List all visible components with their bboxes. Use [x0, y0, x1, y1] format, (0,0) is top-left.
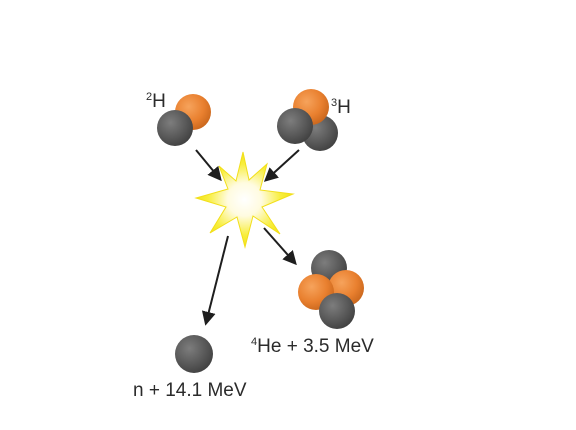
neutron-label: n + 14.1 MeV	[133, 380, 247, 401]
helium-energy: + 3.5 MeV	[281, 336, 374, 357]
helium-arrow	[263, 227, 297, 266]
deuterium-label: 2H	[146, 91, 166, 112]
tritium-label: 3H	[331, 97, 351, 118]
helium-nucleus	[298, 250, 364, 329]
deuterium-symbol: H	[152, 91, 166, 112]
free-neutron	[175, 335, 213, 373]
tritium-arrow	[263, 149, 300, 182]
deuterium-nucleus	[157, 94, 211, 146]
fusion-flash	[194, 151, 295, 249]
deuterium-mass-number: 2	[146, 91, 153, 103]
helium-neutron-bottom	[319, 293, 355, 329]
tritium-neutron-front	[277, 108, 313, 144]
neutron-arrow	[201, 235, 229, 326]
tritium-nucleus	[277, 89, 338, 151]
helium-mass-number: 4	[251, 336, 258, 348]
deuterium-arrow	[195, 149, 222, 182]
tritium-symbol: H	[337, 97, 351, 118]
tritium-mass-number: 3	[331, 97, 338, 109]
deuterium-neutron	[157, 110, 193, 146]
helium-symbol: He	[257, 336, 282, 357]
helium-label: 4He + 3.5 MeV	[251, 336, 374, 357]
